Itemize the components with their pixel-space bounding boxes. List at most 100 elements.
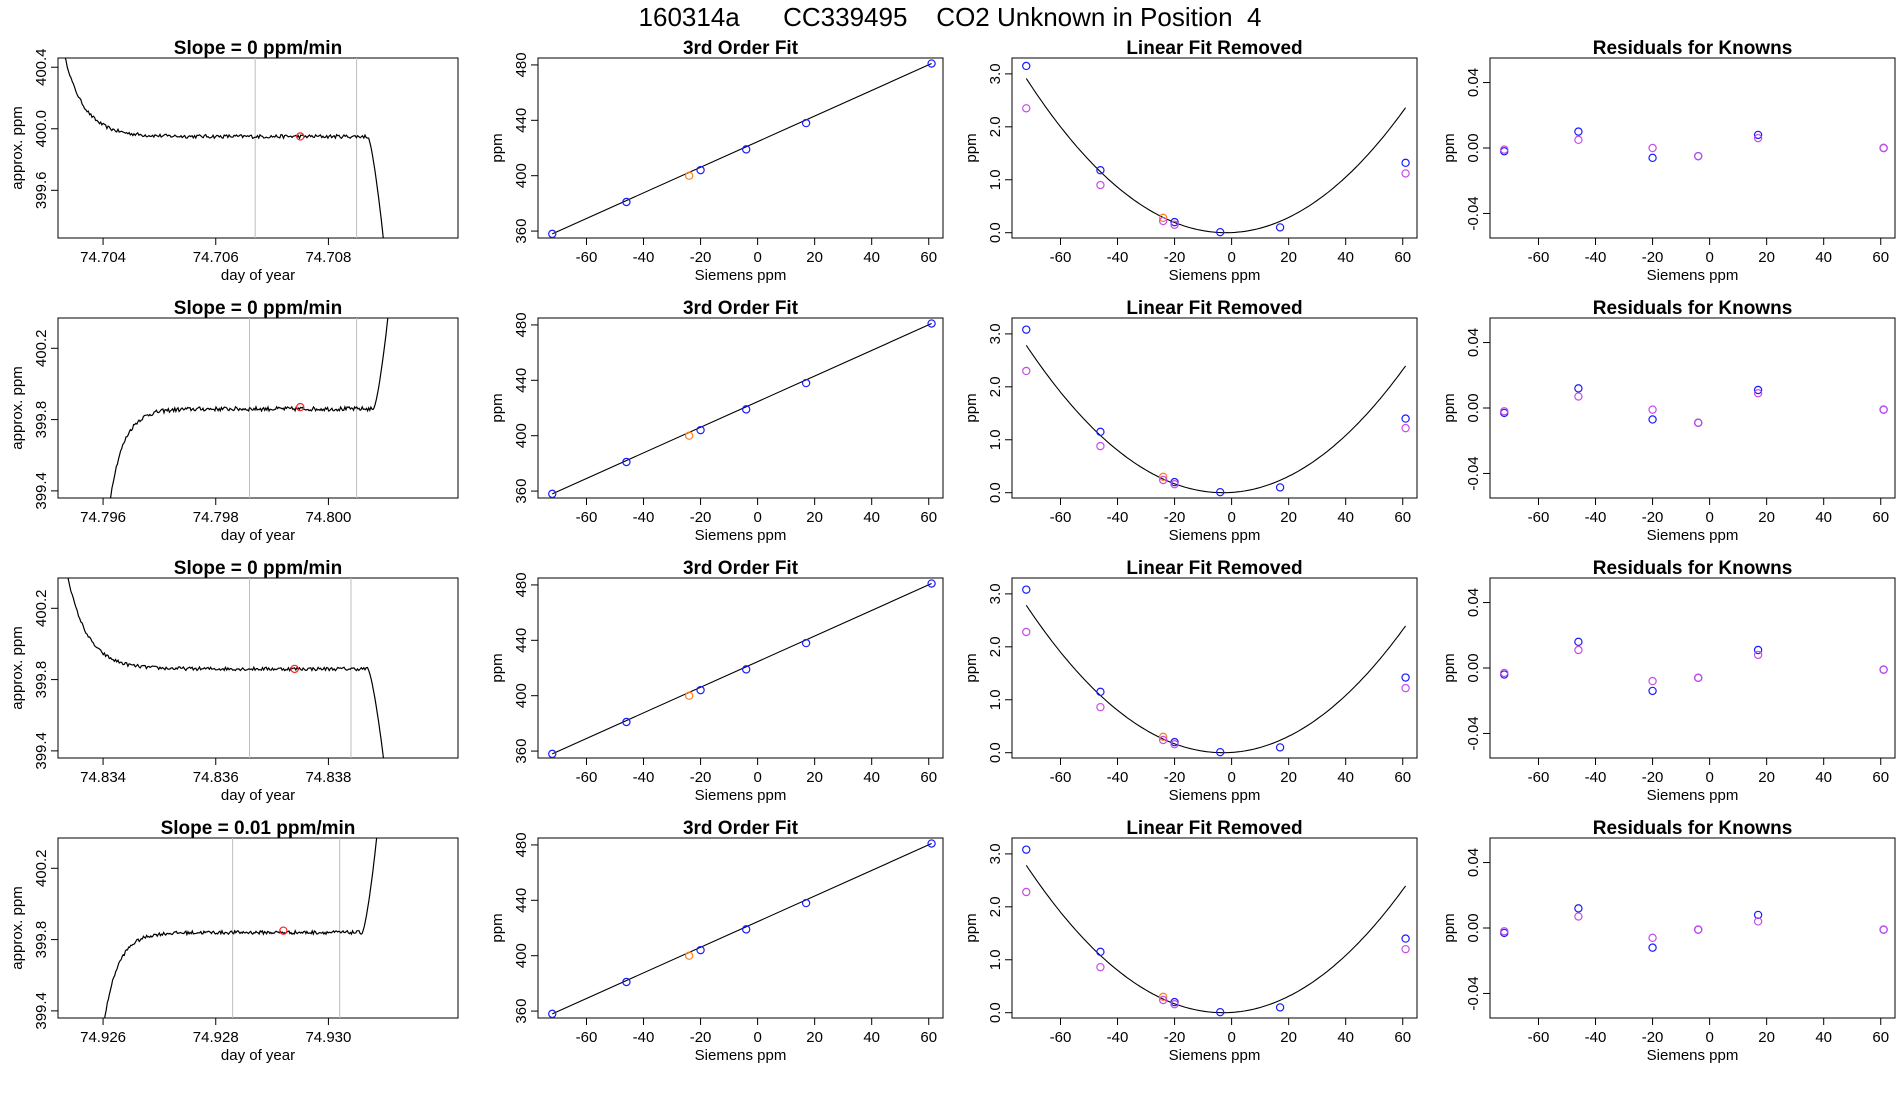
plot-frame: [1489, 57, 1896, 239]
y-axis-label: ppm: [489, 133, 506, 162]
data-point: [1158, 216, 1168, 226]
plot-area: [1500, 384, 1888, 427]
x-tick-label: -20: [690, 509, 712, 526]
x-tick-label: -20: [690, 1029, 712, 1046]
y-axis-label: ppm: [489, 913, 506, 942]
x-tick-label: 40: [1337, 249, 1354, 266]
y-axis-label: approx. ppm: [9, 366, 26, 449]
y-tick-label: -0.04: [1465, 716, 1482, 750]
y-tick-label: 480: [513, 312, 530, 337]
y-tick-label: 2.0: [987, 896, 1004, 917]
data-point: [1022, 104, 1031, 113]
x-tick-label: 40: [1815, 1029, 1832, 1046]
x-tick-label: 20: [1758, 769, 1775, 786]
x-axis-label: day of year: [221, 787, 295, 804]
x-tick-label: 60: [920, 249, 937, 266]
data-point: [1401, 158, 1410, 168]
x-tick-label: 40: [863, 769, 880, 786]
x-tick-label: -60: [1050, 509, 1072, 526]
x-tick-label: -40: [633, 769, 655, 786]
data-point: [696, 425, 705, 435]
data-point: [1753, 645, 1763, 655]
plot-frame: [57, 837, 459, 1019]
plot-frame: [57, 57, 459, 239]
data-point: [1096, 687, 1105, 697]
data-point: [1574, 637, 1583, 647]
data-point: [548, 749, 557, 758]
x-tick-label: 74.796: [80, 509, 126, 526]
data-point: [1753, 385, 1763, 395]
x-tick-label: -40: [1107, 509, 1129, 526]
y-axis-label: ppm: [963, 393, 980, 422]
data-point: [622, 457, 631, 467]
chart-title: Linear Fit Removed: [1126, 38, 1302, 59]
data-point: [1879, 143, 1888, 153]
y-axis-label: approx. ppm: [9, 886, 26, 969]
data-point: [1275, 743, 1285, 752]
x-axis-label: Siemens ppm: [1647, 527, 1739, 544]
x-tick-label: -40: [633, 1029, 655, 1046]
data-point: [801, 118, 811, 128]
data-point: [1879, 665, 1888, 674]
data-point: [1648, 933, 1657, 943]
y-tick-label: 399.4: [33, 992, 50, 1030]
data-point: [1694, 673, 1703, 683]
y-axis-label: ppm: [489, 393, 506, 422]
data-point: [1022, 845, 1031, 854]
x-tick-label: 60: [1394, 509, 1411, 526]
data-point: [1574, 912, 1583, 921]
plot-area: [1022, 325, 1410, 497]
data-point: [684, 691, 694, 700]
x-tick-label: 74.928: [193, 1029, 239, 1046]
x-axis-label: Siemens ppm: [1647, 267, 1739, 284]
y-tick-label: 1.0: [987, 169, 1004, 190]
data-point: [927, 319, 936, 328]
x-tick-label: -60: [1050, 249, 1072, 266]
y-axis-label: ppm: [963, 913, 980, 942]
y-tick-label: 360: [513, 219, 530, 244]
x-tick-label: -40: [1585, 249, 1607, 266]
x-tick-label: -20: [690, 769, 712, 786]
x-tick-label: -60: [576, 1029, 598, 1046]
data-point: [1753, 130, 1763, 140]
y-tick-label: 480: [513, 572, 530, 597]
x-tick-label: 40: [1815, 249, 1832, 266]
fit-curve: [1025, 78, 1407, 234]
data-point: [1401, 423, 1410, 433]
data-point: [801, 378, 811, 388]
plot-frame: [537, 837, 944, 1019]
x-tick-label: -60: [1528, 1029, 1550, 1046]
plot-area: [548, 59, 936, 238]
chart-title: Linear Fit Removed: [1126, 818, 1302, 839]
ppm-trace: [67, 578, 385, 758]
data-point: [1879, 405, 1888, 414]
data-point: [622, 717, 631, 727]
plot-frame: [1489, 577, 1896, 759]
x-axis-label: Siemens ppm: [1169, 267, 1261, 284]
y-axis-label: ppm: [1441, 393, 1458, 422]
plot-frame: [1011, 317, 1418, 499]
data-point: [1216, 487, 1225, 497]
x-tick-label: 40: [1815, 769, 1832, 786]
x-axis-label: Siemens ppm: [695, 787, 787, 804]
y-tick-label: 440: [513, 888, 530, 913]
chart-panel: Linear Fit Removed -60 -40 -20 0 20 40 60 0.0 1.0…: [963, 298, 1418, 544]
mean-marker: [290, 664, 299, 674]
y-tick-label: 3.0: [987, 323, 1004, 344]
y-tick-label: -0.04: [1465, 456, 1482, 490]
data-point: [1500, 145, 1509, 154]
fit-curve: [1025, 604, 1407, 754]
chart-panel: 3rd Order Fit -60 -40 -20 0 20 40 60 360 400 440 48…: [489, 818, 944, 1064]
plot-area: [1500, 904, 1888, 952]
chart-title: Slope = 0 ppm/min: [174, 298, 342, 319]
data-point: [1574, 904, 1583, 913]
data-point: [1275, 1003, 1285, 1012]
y-tick-label: 440: [513, 628, 530, 653]
y-tick-label: -0.04: [1465, 196, 1482, 230]
x-tick-label: 74.798: [193, 509, 239, 526]
x-axis-label: day of year: [221, 267, 295, 284]
data-point: [1022, 585, 1031, 594]
y-tick-label: 1.0: [987, 949, 1004, 970]
fit-line: [552, 63, 932, 235]
x-axis-label: Siemens ppm: [695, 267, 787, 284]
